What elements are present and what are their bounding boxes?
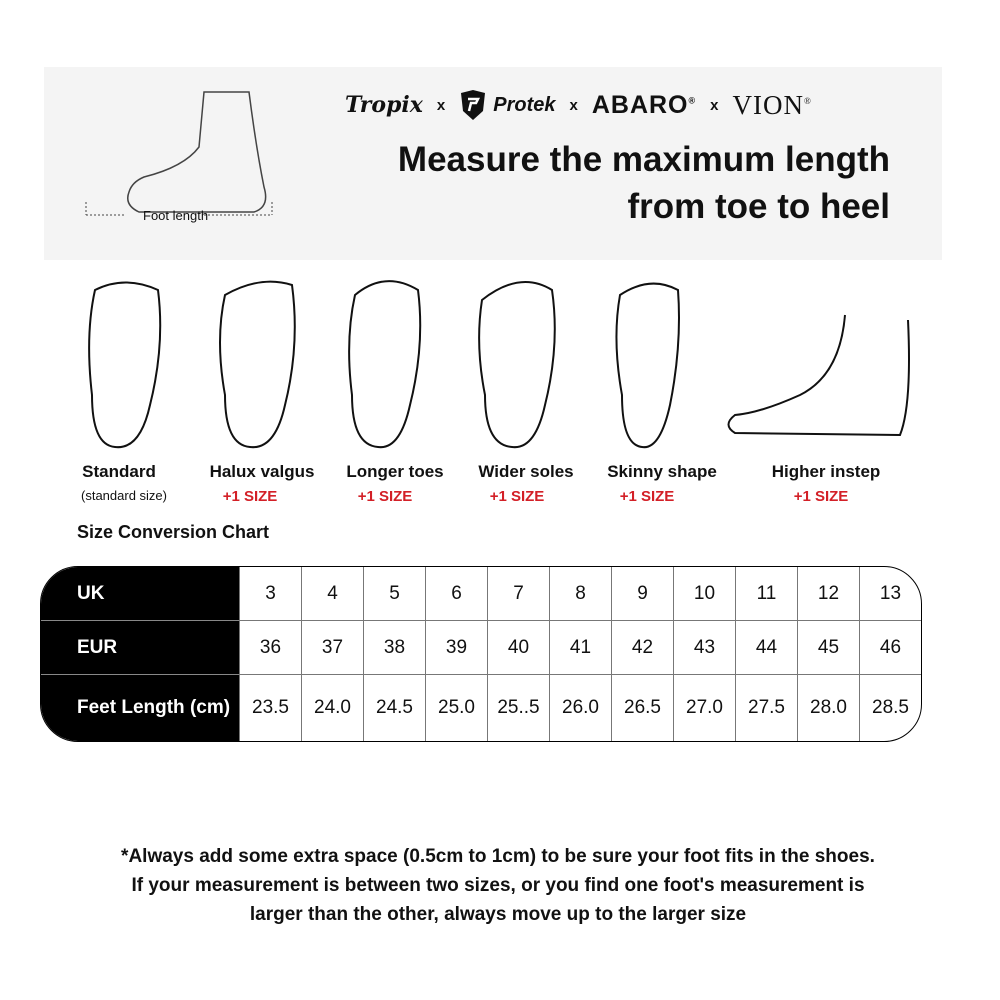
table-cell: 25.0 [425,675,487,741]
vion-logo: VION® [733,90,812,121]
table-cell: 28.0 [797,675,859,741]
foot-shapes [88,280,910,449]
row-header: EUR [41,621,239,675]
table-cell: 43 [673,621,735,675]
foot-type-wider-soles: Wider soles [478,462,574,481]
size-table: UK 3 4 5 6 7 8 9 10 11 12 13 EUR 36 37 38 39 40 41 42 43 44 45… [40,566,922,742]
table-cell: 23.5 [239,675,301,741]
size-adjust: +1 SIZE [489,488,545,505]
foot-type-standard: Standard [82,462,156,481]
table-cell: 4 [301,567,363,621]
table-cell: 27.0 [673,675,735,741]
table-cell: 44 [735,621,797,675]
vion-text: VION [732,89,804,120]
protek-text: Protek [493,93,556,116]
table-cell: 40 [487,621,549,675]
table-cell: 7 [487,567,549,621]
table-cell: 28.5 [859,675,921,741]
separator: x [436,96,446,114]
brand-logos: Tropix x Protek x ABARO® x VION® [345,80,895,130]
note-line: larger than the other, always move up to… [249,904,747,925]
table-cell: 39 [425,621,487,675]
table-cell: 12 [797,567,859,621]
high-instep-foot-icon [727,314,910,437]
table-cell: 6 [425,567,487,621]
chart-title: Size Conversion Chart [77,522,270,542]
wider-soles-foot-icon [478,281,556,449]
foot-type-skinny: Skinny shape [607,462,717,481]
longer-toes-foot-icon [348,280,422,449]
size-adjust: +1 SIZE [793,488,849,505]
abaro-logo: ABARO® [592,91,696,120]
shield-hammer-icon [461,90,486,120]
table-cell: 13 [859,567,921,621]
table-cell: 46 [859,621,921,675]
table-cell: 26.0 [549,675,611,741]
size-adjust: +1 SIZE [619,488,675,505]
size-adjust: +1 SIZE [357,488,413,505]
note-line: *Always add some extra space (0.5cm to 1… [121,846,875,867]
table-cell: 10 [673,567,735,621]
foot-type-higher-instep: Higher instep [771,462,881,481]
standard-foot-icon [88,281,162,449]
halux-foot-icon [219,280,296,449]
table-cell: 36 [239,621,301,675]
size-adjust: +1 SIZE [222,488,278,505]
skinny-foot-icon [615,282,680,449]
table-cell: 41 [549,621,611,675]
table-cell: 5 [363,567,425,621]
fit-notes: *Always add some extra space (0.5cm to 1… [0,842,996,929]
separator: x [569,96,578,114]
row-header: Feet Length (cm) [41,675,239,741]
table-cell: 45 [797,621,859,675]
table-cell: 24.0 [301,675,363,741]
foot-type-halux: Halux valgus [209,462,315,481]
headline-line-1: Measure the maximum length [397,140,890,179]
table-cell: 3 [239,567,301,621]
banner: Foot length [44,67,942,260]
tropix-logo: Tropix [345,92,423,118]
registered-mark: ® [804,95,812,106]
table-cell: 25..5 [487,675,549,741]
foot-side-icon [85,91,273,216]
table-cell: 8 [549,567,611,621]
foot-type-note: (standard size) [81,488,167,503]
registered-mark: ® [688,95,697,106]
table-cell: 26.5 [611,675,673,741]
table-cell: 11 [735,567,797,621]
headline-line-2: from toe to heel [627,187,890,226]
table-cell: 9 [611,567,673,621]
foot-length-label: Foot length [143,208,209,223]
abaro-text: ABARO [591,90,689,119]
note-line: If your measurement is between two sizes… [131,875,865,896]
protek-logo: Protek [459,89,556,121]
headline: Measure the maximum length from toe to h… [398,136,890,230]
table-cell: 27.5 [735,675,797,741]
table-cell: 24.5 [363,675,425,741]
row-header: UK [41,567,239,621]
foot-type-longer-toes: Longer toes [346,462,444,481]
separator: x [710,96,719,114]
table-cell: 42 [611,621,673,675]
table-cell: 37 [301,621,363,675]
table-cell: 38 [363,621,425,675]
